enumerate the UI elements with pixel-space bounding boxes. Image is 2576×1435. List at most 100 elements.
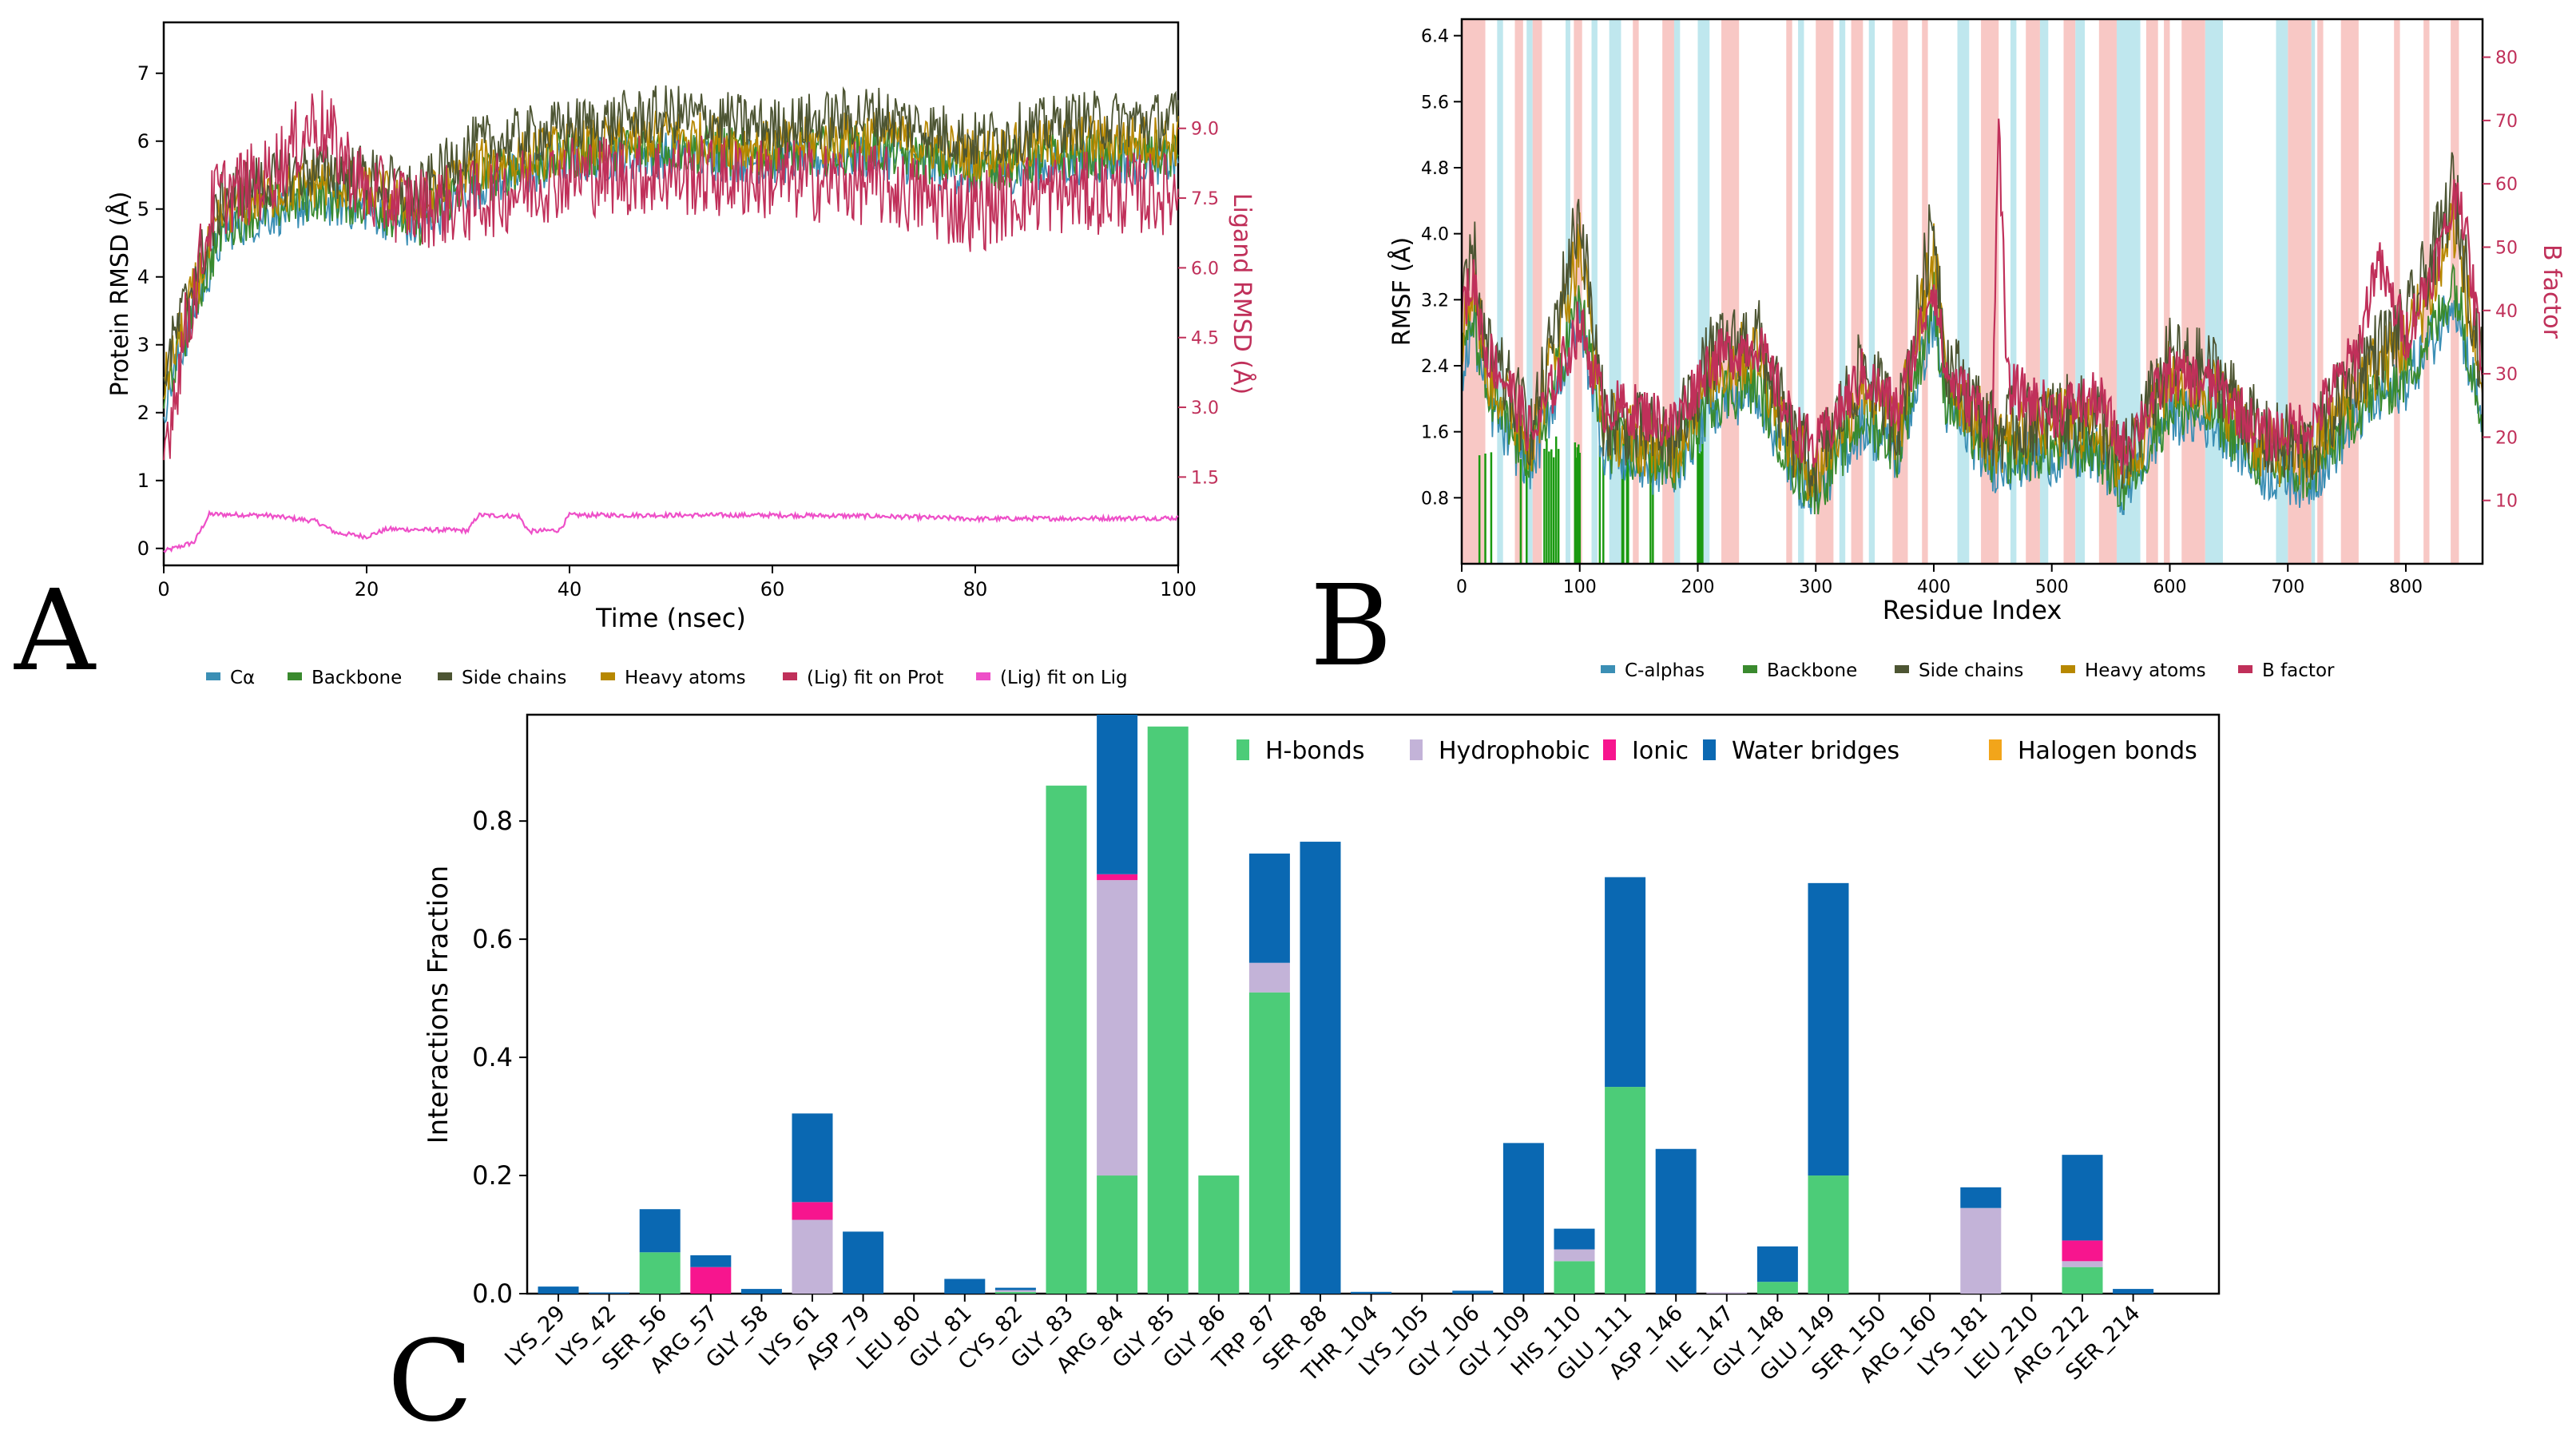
x-tick-label: 0: [157, 578, 169, 601]
strand-band: [1526, 19, 1533, 564]
y-right-tick-label: 9.0: [1191, 120, 1219, 140]
bar-segment-hydrophobic: [1960, 1207, 2002, 1294]
legend-label: Side chains: [1919, 660, 2023, 681]
series-line--lig--fit-on-lig: [163, 509, 1179, 553]
helix-band: [1532, 19, 1542, 564]
strand-band: [1673, 19, 1681, 564]
helix-band: [2164, 19, 2170, 564]
helix-band: [2394, 19, 2400, 564]
legend-swatch: [783, 672, 797, 680]
panel-a-ylabel-right: Ligand RMSD (Å): [1228, 193, 1256, 394]
bar-segment-h-bonds: [1248, 992, 1290, 1294]
bar-segment-ionic: [2062, 1240, 2103, 1262]
bar-segment-water-bridges: [1605, 877, 1646, 1088]
y-tick-label: 1: [137, 470, 149, 492]
legend-swatch: [2061, 665, 2075, 673]
legend-swatch: [1895, 665, 1909, 673]
bar-segment-water-bridges: [1248, 853, 1290, 963]
bar-segment-water-bridges: [1502, 1143, 1544, 1294]
legend-label: Halogen bonds: [2018, 737, 2197, 765]
panel-b-series-lines: [1460, 118, 2484, 515]
panel-b-xlabel: Residue Index: [1883, 595, 2062, 625]
x-tick-label: 60: [760, 578, 785, 601]
strand-band: [2075, 19, 2086, 564]
y-tick-label: 2.4: [1421, 357, 1449, 377]
strand-band: [1497, 19, 1503, 564]
y-tick-label: 3.2: [1421, 291, 1449, 311]
bar-segment-hydrophobic: [792, 1219, 833, 1294]
x-tick-label: 20: [355, 578, 379, 601]
y-tick-label: 4: [137, 266, 149, 288]
y-tick-label: 3: [137, 334, 149, 356]
helix-band: [1721, 19, 1740, 564]
helix-band: [1514, 19, 1523, 564]
y-right-tick-label: 70: [2495, 112, 2518, 132]
helix-band: [2145, 19, 2158, 564]
bar-segment-water-bridges: [1756, 1246, 1798, 1282]
y-right-tick-label: 3.0: [1191, 398, 1219, 418]
strand-band: [2039, 19, 2049, 564]
helix-band: [1851, 19, 1864, 564]
bar-segment-water-bridges: [1808, 882, 1849, 1176]
x-tick-label: 100: [1160, 578, 1197, 601]
panel-a-ticks: 0 20 40 60 80 100 0 1 2 3 4 5 6 7 1.5 3.0 4.5 6.0 7.5 9.0: [137, 62, 1219, 601]
legend-label: Backbone: [1767, 660, 1857, 681]
panel-letter-a: A: [14, 566, 97, 696]
bar-segment-water-bridges: [2062, 1155, 2103, 1241]
strand-band: [1839, 19, 1846, 564]
legend-label: Heavy atoms: [625, 668, 746, 688]
legend-swatch: [288, 672, 302, 680]
legend-label: H-bonds: [1265, 737, 1364, 765]
legend-swatch: [206, 672, 220, 680]
strand-band: [1591, 19, 1598, 564]
y-tick-label: 0.6: [472, 924, 513, 954]
strand-band: [2311, 19, 2316, 564]
bar-segment-h-bonds: [1756, 1282, 1798, 1294]
y-tick-label: 6.4: [1421, 27, 1449, 47]
y-tick-label: 0.4: [472, 1042, 513, 1072]
legend-label: (Lig) fit on Prot: [807, 668, 943, 688]
bar-segment-hydrophobic: [1706, 1292, 1748, 1294]
x-tick-label: 200: [1681, 577, 1714, 597]
y-tick-label: 4.8: [1421, 159, 1449, 179]
legend-swatch: [1236, 739, 1249, 760]
y-tick-label: 6: [137, 130, 149, 153]
y-right-tick-label: 7.5: [1191, 189, 1219, 209]
series-line-b-factor: [1460, 118, 2484, 475]
x-tick-label: 700: [2271, 577, 2304, 597]
helix-band: [2026, 19, 2040, 564]
y-tick-label: 0: [137, 537, 149, 560]
bar-segment-water-bridges: [2113, 1289, 2154, 1294]
panel-b-plot-frame: [1460, 18, 2484, 565]
x-tick-label: 0: [1456, 577, 1467, 597]
x-tick-label: 80: [963, 578, 988, 601]
legend-swatch: [1989, 739, 2002, 760]
y-tick-label: 5.6: [1421, 93, 1449, 113]
bar-segment-ionic: [1097, 874, 1138, 881]
strand-band: [1609, 19, 1621, 564]
bar-segment-h-bonds: [1046, 785, 1087, 1294]
y-right-tick-label: 30: [2495, 365, 2518, 385]
bar-segment-h-bonds: [994, 1291, 1036, 1294]
legend-swatch: [601, 672, 615, 680]
legend-label: Backbone: [312, 668, 402, 688]
bar-segment-water-bridges: [843, 1231, 884, 1294]
x-tick-label: 300: [1799, 577, 1832, 597]
legend-swatch: [438, 672, 452, 680]
y-tick-label: 1.6: [1421, 423, 1449, 443]
y-tick-label: 5: [137, 198, 149, 220]
strand-band: [2205, 19, 2223, 564]
y-right-tick-label: 1.5: [1191, 468, 1219, 488]
panel-a-plot-frame: [162, 21, 1180, 567]
legend-swatch: [1410, 739, 1423, 760]
x-tick-label: 600: [2153, 577, 2186, 597]
y-tick-label: 0.8: [472, 806, 513, 836]
bar-segment-water-bridges: [1655, 1148, 1697, 1294]
y-right-tick-label: 10: [2495, 492, 2518, 512]
y-right-tick-label: 6.0: [1191, 259, 1219, 279]
y-right-tick-label: 4.5: [1191, 329, 1219, 349]
strand-band: [1957, 19, 1970, 564]
y-right-tick-label: 40: [2495, 302, 2518, 322]
panel-b-ylabel-right: B factor: [2538, 244, 2566, 339]
bar-segment-ionic: [690, 1267, 732, 1294]
